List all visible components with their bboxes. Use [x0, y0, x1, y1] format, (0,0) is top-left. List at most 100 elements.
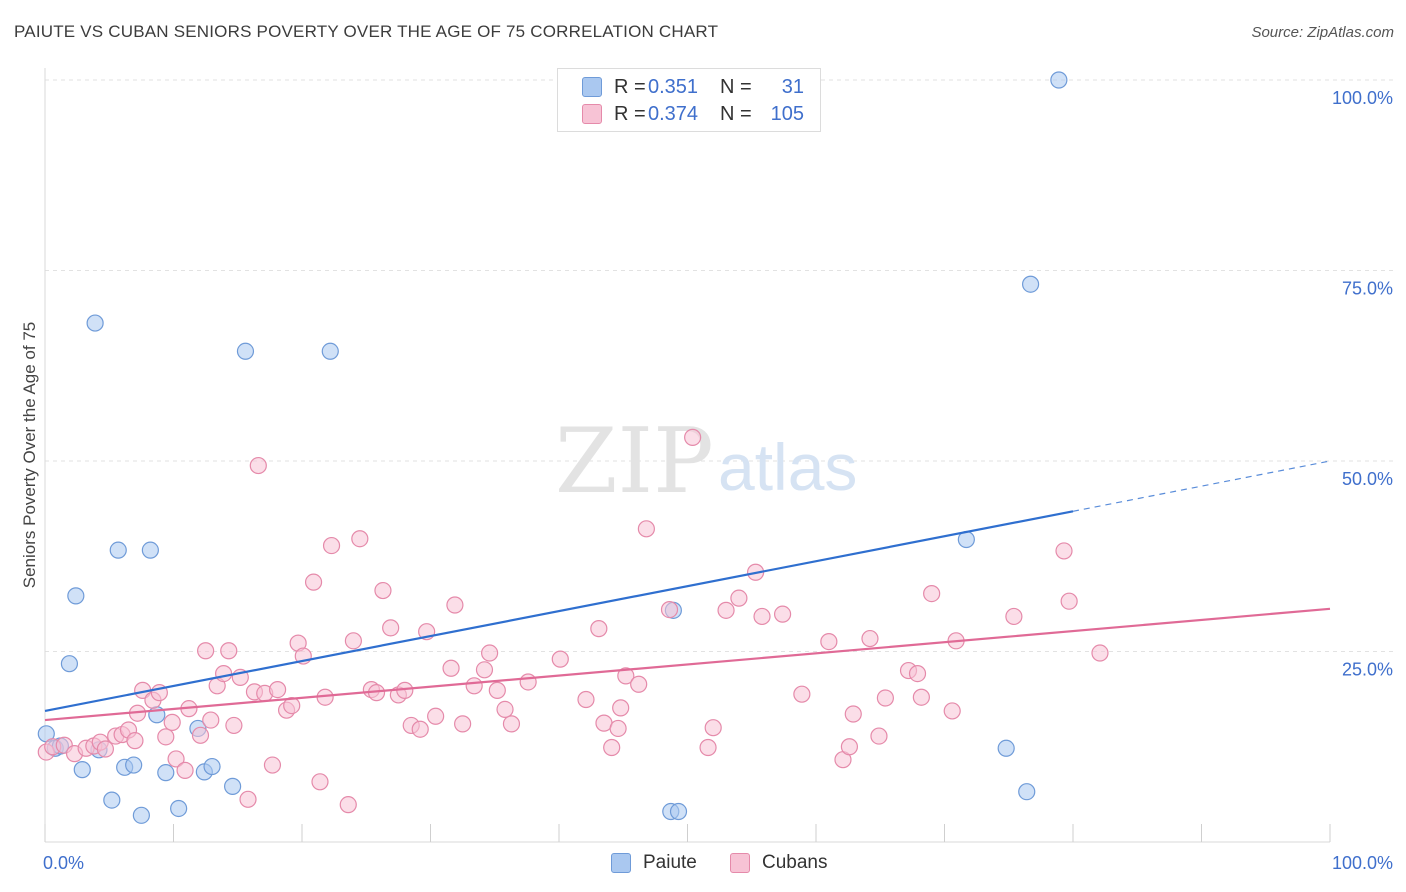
cubans-point-53 — [411, 720, 429, 738]
paiute-point-8 — [236, 342, 255, 360]
x-tick-label-max: 100.0% — [1332, 853, 1393, 873]
cubans-point-22 — [197, 642, 215, 660]
series-legend-paiute[interactable]: Paiute — [611, 852, 697, 874]
cubans-point-42 — [322, 536, 341, 555]
paiute-point-27 — [997, 739, 1015, 757]
cubans-point-95 — [912, 688, 930, 706]
series-legend: Paiute Cubans — [0, 852, 1406, 878]
gridlines — [45, 79, 1393, 652]
paiute-point-29 — [1021, 275, 1040, 293]
cubans-point-96 — [923, 584, 941, 603]
cubans-point-83 — [753, 607, 771, 626]
cubans-point-44 — [344, 632, 362, 650]
source-credit: Source: ZipAtlas.com — [1251, 24, 1394, 41]
paiute-point-24 — [669, 802, 688, 821]
y-tick-label-1: 50.0% — [1342, 469, 1393, 489]
watermark-zip: ZIP — [555, 409, 714, 514]
legend-row-paiute: R = 0.351 N = 31 — [582, 74, 804, 100]
legend-r-label: R = — [614, 102, 646, 125]
paiute-point-5 — [86, 314, 104, 332]
paiute-point-17 — [157, 764, 175, 782]
cubans-point-55 — [427, 707, 445, 725]
cubans-point-90 — [861, 629, 879, 648]
legend-n-value: 31 — [781, 75, 804, 98]
cubans-point-36 — [283, 697, 301, 715]
cubans-point-18 — [167, 750, 185, 768]
paiute-point-28 — [1018, 783, 1036, 801]
paiute-point-6 — [109, 541, 127, 559]
trend-lines — [44, 460, 1331, 722]
cubans-point-91 — [870, 727, 888, 745]
cubans-point-59 — [465, 677, 483, 695]
series-swatch-cubans — [730, 853, 750, 873]
paiute-point-21 — [203, 757, 221, 776]
cubans-point-19 — [176, 761, 194, 779]
paiute-point-15 — [132, 806, 150, 824]
cubans-point-72 — [612, 699, 630, 717]
cubans-point-43 — [339, 796, 357, 814]
cubans-point-71 — [609, 719, 627, 738]
cubans-point-26 — [220, 642, 238, 660]
cubans-point-102 — [1091, 644, 1109, 662]
cubans-point-40 — [311, 773, 329, 791]
cubans-point-74 — [630, 675, 648, 693]
paiute-point-3 — [67, 587, 85, 605]
watermark-atlas: atlas — [718, 430, 857, 504]
paiute-point-30 — [1050, 71, 1068, 89]
series-label-cubans: Cubans — [762, 852, 828, 873]
cubans-point-16 — [157, 728, 175, 746]
legend-swatch-paiute — [582, 77, 602, 97]
cubans-point-65 — [519, 673, 537, 691]
cubans-point-49 — [382, 619, 400, 637]
paiute-point-18 — [170, 799, 188, 818]
cubans-point-45 — [351, 530, 369, 548]
cubans-point-29 — [239, 790, 257, 808]
cubans-point-80 — [717, 601, 735, 619]
cubans-point-67 — [577, 690, 595, 709]
cubans-point-77 — [684, 428, 702, 446]
legend-swatch-cubans — [582, 104, 602, 124]
cubans-point-34 — [268, 680, 287, 699]
cubans-point-84 — [773, 605, 792, 623]
x-tick-label-min: 0.0% — [43, 853, 84, 873]
cubans-point-100 — [1055, 542, 1073, 560]
legend-r-label: R = — [614, 75, 646, 98]
paiute-trend-extension — [1072, 460, 1331, 512]
paiute-point-14 — [125, 756, 143, 774]
cubans-point-57 — [446, 596, 464, 614]
cubans-point-23 — [202, 711, 220, 729]
cubans-point-89 — [844, 705, 862, 723]
cubans-point-92 — [876, 689, 894, 707]
cubans-point-64 — [502, 715, 521, 733]
cubans-point-70 — [603, 738, 621, 757]
cubans-point-78 — [699, 738, 717, 757]
cubans-point-75 — [637, 520, 655, 538]
cubans-point-81 — [730, 589, 748, 607]
cubans-point-88 — [840, 738, 859, 756]
legend-n-value: 105 — [770, 102, 804, 125]
cubans-trend-line — [44, 607, 1331, 722]
cubans-point-17 — [163, 713, 181, 731]
paiute-point-10 — [73, 761, 91, 779]
cubans-point-73 — [617, 667, 635, 685]
tick-labels: 25.0% 50.0% 75.0% 100.0% 0.0% 100.0% — [43, 88, 1393, 873]
cubans-point-33 — [263, 756, 282, 774]
y-tick-label-0: 25.0% — [1342, 660, 1393, 680]
series-legend-cubans[interactable]: Cubans — [730, 852, 828, 874]
legend-n-label: N = — [720, 102, 752, 125]
watermark: ZIP atlas — [555, 409, 857, 514]
cubans-point-66 — [551, 650, 569, 668]
cubans-point-56 — [442, 659, 460, 677]
cubans-point-76 — [660, 600, 679, 619]
axes — [44, 68, 1331, 843]
paiute-point-22 — [224, 777, 242, 795]
legend-r-value: 0.351 — [648, 75, 699, 98]
cubans-point-48 — [374, 581, 392, 600]
cubans-point-99 — [1005, 607, 1023, 626]
data-points — [37, 71, 1109, 824]
legend-row-cubans: R = 0.374 N = 105 — [582, 101, 804, 127]
cubans-point-7 — [96, 740, 114, 758]
paiute-point-12 — [103, 791, 121, 809]
cubans-point-27 — [225, 716, 243, 735]
legend-r-value: 0.374 — [648, 102, 699, 125]
